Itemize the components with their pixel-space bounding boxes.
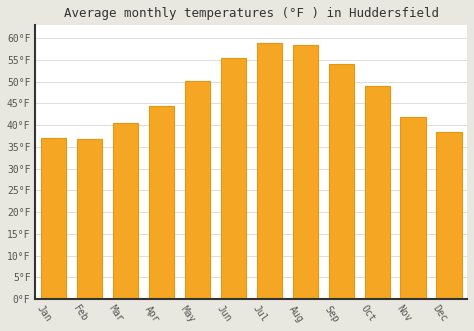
Bar: [220, 58, 246, 299]
Bar: [184, 81, 210, 299]
Bar: [328, 65, 354, 299]
Bar: [292, 45, 318, 299]
Bar: [401, 117, 426, 299]
Bar: [41, 138, 66, 299]
Title: Average monthly temperatures (°F ) in Huddersfield: Average monthly temperatures (°F ) in Hu…: [64, 7, 438, 20]
Bar: [256, 43, 282, 299]
Bar: [149, 106, 174, 299]
Bar: [437, 132, 462, 299]
Bar: [365, 86, 390, 299]
Bar: [113, 123, 138, 299]
Bar: [77, 139, 102, 299]
